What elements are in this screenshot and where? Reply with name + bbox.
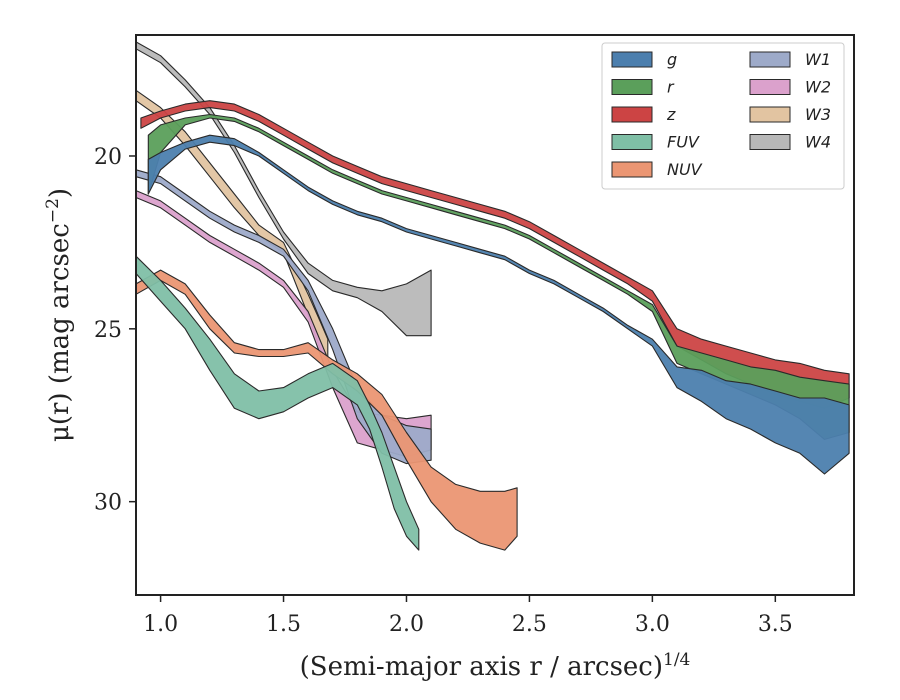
legend-label-w1: W1: [805, 50, 831, 69]
series-bands: [135, 41, 850, 551]
x-axis-ticks: 1.0 1.5 2.0 2.5 3.0 3.5: [143, 595, 793, 637]
band-nuv: [135, 269, 518, 551]
legend-label-fuv: FUV: [667, 133, 700, 152]
y-axis-label: μ(r) (mag arcsec−2): [43, 188, 75, 442]
legend-label-z: z: [666, 105, 676, 124]
y-tick-label: 20: [94, 145, 122, 170]
legend-label-r: r: [667, 78, 675, 97]
x-tick-label: 3.0: [635, 612, 670, 637]
legend-swatch-r: [611, 79, 653, 95]
legend-label-w3: W3: [805, 105, 831, 124]
band-fuv: [135, 255, 420, 551]
y-tick-label: 30: [94, 491, 122, 516]
x-tick-label: 1.0: [143, 612, 178, 637]
legend-label-w4: W4: [805, 133, 831, 152]
legend-swatch-w4: [749, 134, 791, 150]
legend-label-g: g: [667, 50, 677, 69]
x-axis-label-exponent: 1/4: [663, 650, 690, 670]
legend-swatch-w1: [749, 51, 791, 68]
x-tick-label: 2.5: [512, 612, 547, 637]
x-tick-label: 3.5: [758, 612, 793, 637]
x-axis-label: (Semi-major axis r / arcsec)1/4: [300, 650, 691, 682]
y-axis-ticks: 20 25 30: [94, 145, 136, 516]
legend-swatch-g: [611, 51, 653, 68]
legend-swatch-w3: [749, 106, 791, 123]
band-w4: [135, 41, 432, 337]
legend-label-w2: W2: [805, 78, 831, 97]
y-axis-label-exponent: −2: [43, 198, 63, 223]
plot-frame: [135, 34, 855, 596]
legend-swatch-nuv: [611, 161, 653, 178]
legend-swatch-w2: [749, 79, 791, 95]
legend-label-nuv: NUV: [667, 160, 703, 179]
legend: grz FUV NUV W1 W2 W3 W4: [601, 42, 845, 190]
legend-items: grz FUV NUV W1 W2 W3 W4: [611, 50, 831, 179]
y-axis-label-close: ): [45, 188, 75, 198]
x-tick-label: 2.0: [389, 612, 424, 637]
x-tick-label: 1.5: [266, 612, 301, 637]
y-tick-label: 25: [94, 318, 122, 343]
band-g: [147, 134, 850, 475]
legend-swatch-fuv: [611, 134, 653, 150]
legend-swatch-z: [611, 106, 653, 123]
